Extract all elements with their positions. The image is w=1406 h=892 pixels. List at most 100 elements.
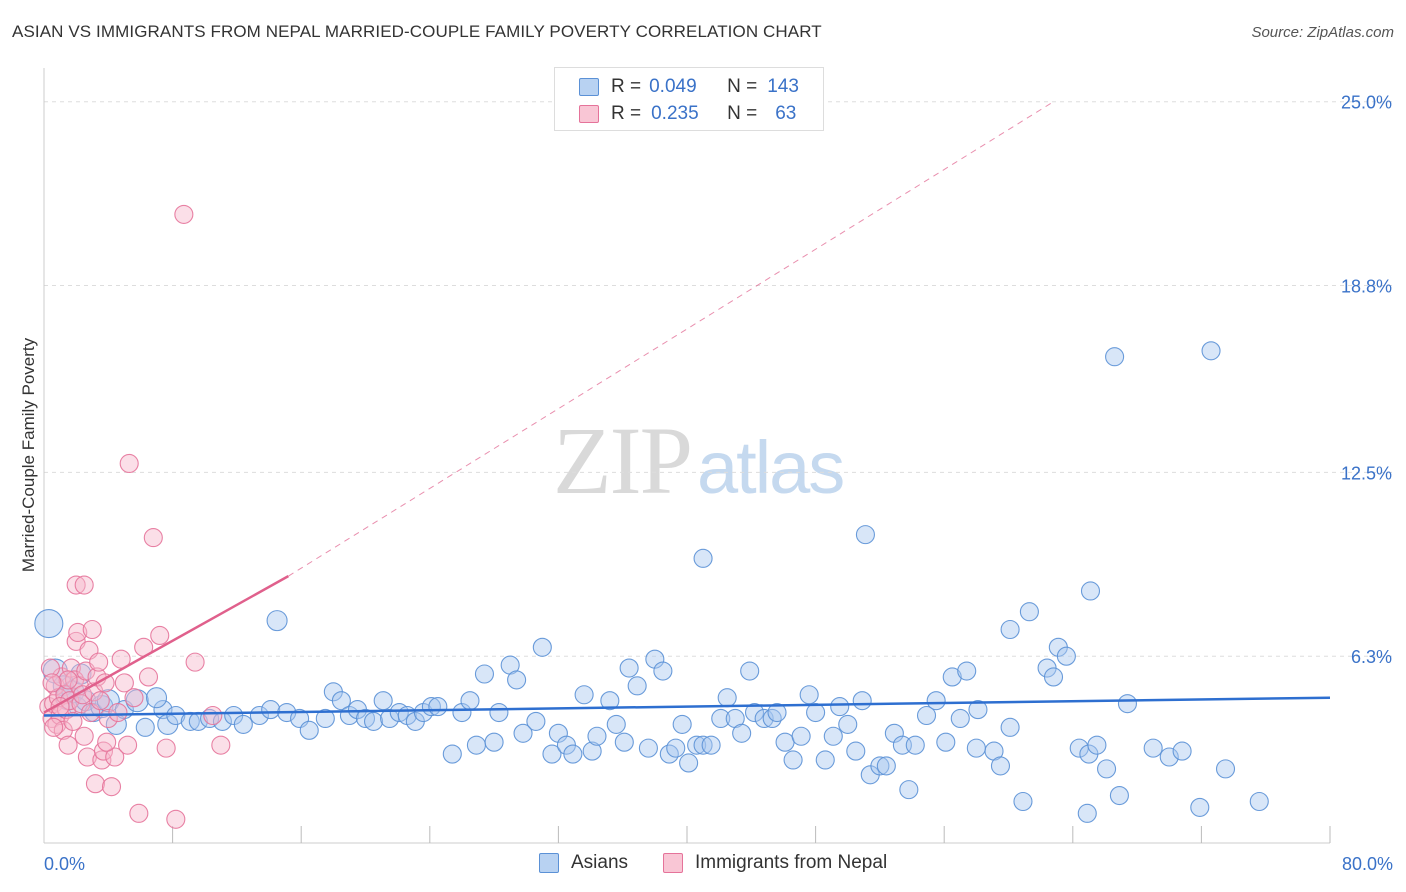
asians-point <box>679 753 699 773</box>
nepal-point <box>108 702 128 723</box>
nepal-point <box>61 658 81 678</box>
asians-point <box>806 702 826 723</box>
r-label: R = <box>611 76 642 97</box>
source-credit: Source: ZipAtlas.com <box>1251 24 1394 41</box>
asians-point <box>717 688 737 708</box>
nepal-point <box>114 673 134 693</box>
asians-point <box>638 738 658 758</box>
nepal-swatch <box>579 105 599 123</box>
asians-point <box>574 685 594 705</box>
asians-point <box>532 637 552 657</box>
asians-point <box>315 708 335 729</box>
asians-point <box>582 741 602 761</box>
legend-label-nepal: Immigrants from Nepal <box>695 852 888 873</box>
legend-label-asians: Asians <box>571 852 629 873</box>
asians-point <box>799 685 819 705</box>
asians-point <box>166 705 186 726</box>
r-value: 0.235 <box>651 103 699 124</box>
asians-point <box>957 661 977 681</box>
nepal-point <box>42 673 62 693</box>
asians-point <box>266 610 288 632</box>
asians-point <box>876 756 896 776</box>
y-tick-label: 25.0% <box>1341 93 1392 113</box>
asians-point <box>687 735 707 755</box>
asians-legend-swatch <box>539 853 559 873</box>
stats-row-asians: R = 0.049 N = 143 <box>579 74 799 100</box>
asians-point <box>1117 694 1138 714</box>
asians-point <box>899 780 919 800</box>
x-tick-label-max: 80.0% <box>1342 854 1393 874</box>
asians-point <box>1000 619 1020 640</box>
nepal-point <box>44 717 64 737</box>
n-label: N = <box>727 103 758 124</box>
asians-point <box>815 750 835 770</box>
asians-point <box>1215 759 1236 779</box>
nepal-point <box>63 711 83 731</box>
asians-point <box>672 714 692 734</box>
asians-point <box>614 732 634 752</box>
asians-point <box>950 708 970 729</box>
asians-point <box>1105 347 1125 367</box>
asians-point <box>968 700 988 720</box>
asians-point <box>135 717 155 737</box>
nepal-point <box>118 735 138 755</box>
asians-point <box>563 744 583 764</box>
asians-point <box>966 738 986 758</box>
asians-point <box>852 691 872 711</box>
asians-point <box>870 756 890 776</box>
asians-trend-line <box>43 696 1331 717</box>
stats-row-nepal: R = 0.235 N = 63 <box>579 101 796 127</box>
nepal-point <box>58 735 78 755</box>
asians-point <box>775 732 795 752</box>
asians-point <box>1080 581 1101 601</box>
asians-point <box>363 711 384 731</box>
asians-point <box>1087 735 1107 755</box>
nepal-point <box>82 619 102 640</box>
n-label: N = <box>727 76 758 97</box>
asians-point <box>693 735 713 755</box>
nepal-legend-swatch <box>663 853 683 873</box>
nepal-point <box>150 625 170 645</box>
asians-point <box>1249 791 1269 812</box>
stats-legend: R = 0.049 N = 143 R = 0.235 N = 63 <box>554 67 824 131</box>
nepal-point <box>68 622 88 643</box>
asians-point <box>526 711 546 731</box>
nepal-point <box>203 705 223 726</box>
asians-point <box>587 726 607 746</box>
asians-point <box>1056 646 1076 666</box>
asians-point <box>1000 717 1020 737</box>
asians-point <box>619 658 639 678</box>
legend-item-nepal: Immigrants from Nepal <box>663 852 887 874</box>
asians-point <box>1097 759 1117 779</box>
asians-point <box>1172 741 1192 761</box>
asians-point <box>783 750 803 770</box>
nepal-point <box>156 738 176 758</box>
asians-point <box>744 702 765 723</box>
asians-point <box>666 738 686 758</box>
n-value: 63 <box>775 103 797 124</box>
nepal-point <box>85 774 105 794</box>
asians-swatch <box>579 78 599 96</box>
nepal-point <box>89 652 109 672</box>
nepal-point <box>40 658 60 678</box>
nepal-point <box>101 777 122 797</box>
nepal-point <box>129 803 149 823</box>
asians-point <box>331 691 351 711</box>
nepal-point <box>138 667 159 687</box>
asians-point <box>855 525 875 545</box>
asians-point <box>489 702 509 723</box>
legend-item-asians: Asians <box>539 852 628 874</box>
asians-point <box>1019 602 1039 622</box>
nepal-point <box>90 691 110 711</box>
asians-point <box>299 720 319 740</box>
asians-point <box>442 744 462 764</box>
nepal-point <box>143 528 163 548</box>
asians-point <box>1043 667 1064 687</box>
asians-point <box>711 708 731 729</box>
watermark-zip: ZIP <box>553 407 693 514</box>
x-tick-label-min: 0.0% <box>44 854 85 874</box>
asians-point <box>942 667 962 687</box>
asians-point <box>484 732 504 752</box>
asians-point <box>542 744 562 764</box>
